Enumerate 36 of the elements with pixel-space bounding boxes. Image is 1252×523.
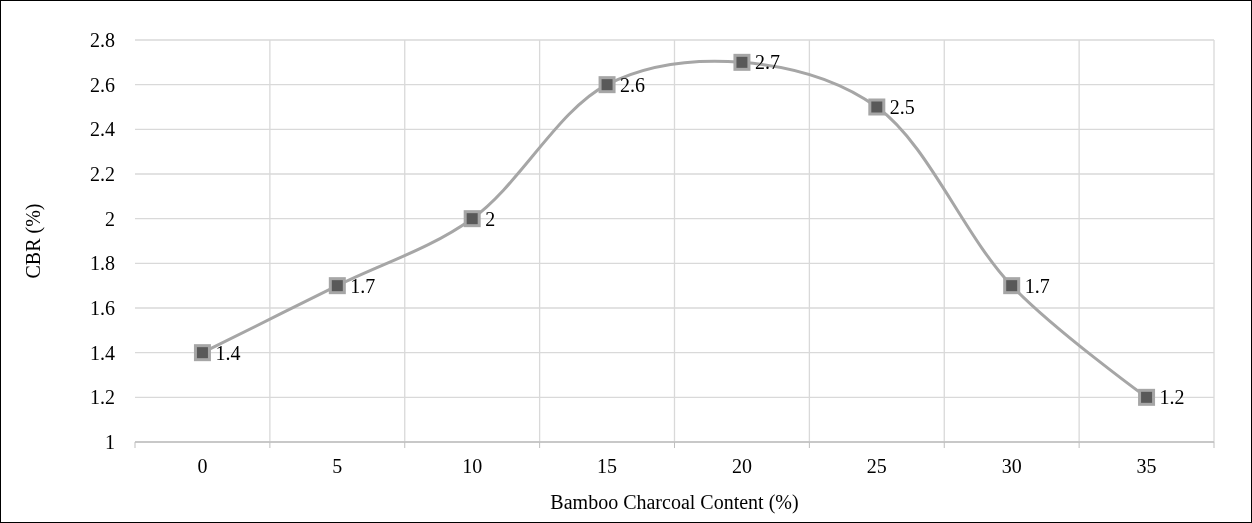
data-label: 1.2 bbox=[1159, 386, 1185, 409]
x-tick-label: 10 bbox=[462, 455, 483, 477]
x-tick-label: 30 bbox=[1001, 455, 1022, 477]
point bbox=[733, 53, 751, 71]
y-tick-label: 1.6 bbox=[90, 297, 115, 319]
point bbox=[1003, 277, 1021, 295]
point bbox=[598, 76, 616, 94]
data-label: 2.7 bbox=[754, 51, 780, 74]
y-tick-label: 2.4 bbox=[90, 118, 115, 141]
data-label: 2.5 bbox=[889, 96, 915, 118]
data-label: 2 bbox=[485, 207, 496, 230]
y-tick-label: 1 bbox=[105, 431, 115, 453]
y-tick-label: 2 bbox=[105, 207, 115, 230]
y-axis-title: CBR (%) bbox=[22, 203, 45, 279]
x-axis-title: Bamboo Charcoal Content (%) bbox=[550, 491, 799, 514]
point bbox=[1138, 388, 1156, 406]
x-tick-label: 35 bbox=[1136, 455, 1157, 477]
x-tick-label: 20 bbox=[731, 455, 752, 477]
data-label: 2.6 bbox=[620, 73, 646, 96]
data-label: 1.7 bbox=[1024, 274, 1050, 297]
point bbox=[868, 98, 886, 116]
y-tick-label: 1.8 bbox=[90, 252, 115, 275]
y-tick-label: 1.2 bbox=[90, 386, 115, 409]
y-tick-label: 2.8 bbox=[90, 29, 115, 51]
x-tick-label: 15 bbox=[597, 455, 618, 477]
point bbox=[463, 210, 481, 228]
data-label: 1.4 bbox=[215, 341, 241, 364]
x-tick-label: 5 bbox=[332, 455, 343, 477]
data-label: 1.7 bbox=[350, 274, 376, 297]
y-tick-label: 2.2 bbox=[90, 163, 115, 185]
x-tick-label: 25 bbox=[866, 455, 887, 477]
point bbox=[193, 344, 211, 362]
x-tick-label: 0 bbox=[197, 455, 208, 477]
point bbox=[328, 277, 346, 295]
y-tick-label: 1.4 bbox=[90, 341, 115, 364]
y-tick-label: 2.6 bbox=[90, 73, 115, 96]
